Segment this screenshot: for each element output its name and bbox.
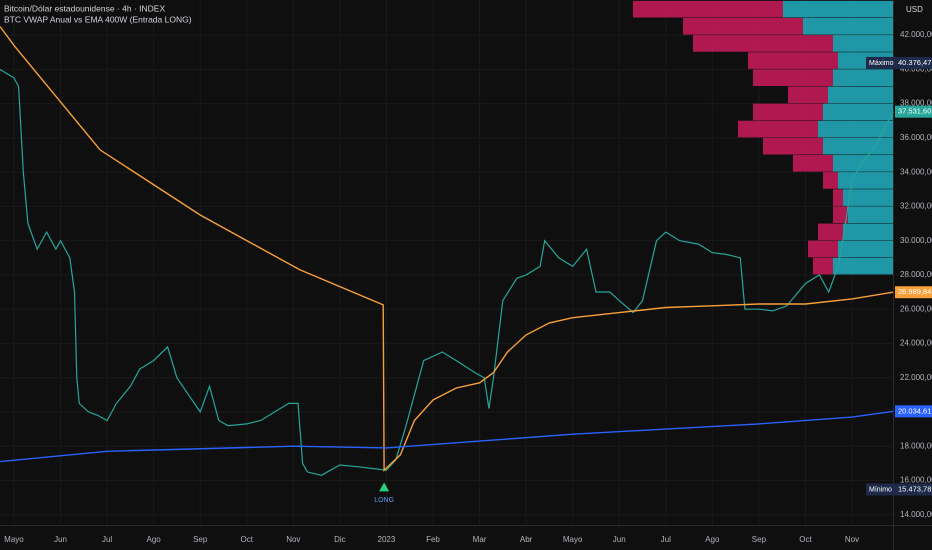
- profile-buy: [838, 240, 893, 258]
- x-tick-label: Feb: [426, 535, 440, 544]
- x-tick-label: Sep: [752, 535, 767, 544]
- profile-buy: [843, 223, 893, 241]
- profile-buy: [833, 257, 893, 275]
- profile-buy: [828, 86, 893, 104]
- x-tick-label: 2023: [378, 535, 396, 544]
- y-tick-label: 24.000,00: [900, 339, 932, 348]
- x-tick-label: Dic: [334, 535, 346, 544]
- currency: USD: [906, 5, 923, 14]
- profile-buy: [833, 155, 893, 172]
- y-tick-label: 34.000,00: [900, 167, 932, 176]
- price-label-box: [895, 105, 932, 118]
- profile-buy: [843, 189, 893, 206]
- profile-buy: [818, 120, 893, 138]
- x-tick-label: Mayo: [563, 535, 583, 544]
- profile-buy: [803, 17, 893, 35]
- profile-sell: [818, 223, 843, 241]
- profile-sell: [633, 0, 783, 18]
- y-tick-label: 22.000,00: [900, 373, 932, 382]
- price-label-box: [895, 483, 932, 496]
- grid: [0, 0, 893, 525]
- profile-sell: [753, 103, 823, 121]
- price-label: 26.989,84: [898, 287, 931, 296]
- profile-buy: [783, 0, 893, 18]
- signal-label: LONG: [374, 497, 394, 504]
- price-label-box: [895, 56, 932, 69]
- lines: LONG: [0, 26, 894, 504]
- x-tick-label: Abr: [520, 535, 533, 544]
- series-line: [0, 68, 894, 476]
- profile-buy: [823, 103, 893, 121]
- profile-buy: [833, 35, 893, 52]
- y-tick-label: 40.000,00: [900, 64, 932, 73]
- chart-subtitle: BTC VWAP Anual vs EMA 400W (Entrada LONG…: [4, 14, 192, 24]
- price-label-name-box: [866, 56, 895, 69]
- volume-profile: [633, 0, 893, 275]
- price-label-name-box: [866, 483, 895, 496]
- series-line: [0, 26, 894, 472]
- x-tick-label: Ago: [705, 535, 720, 544]
- x-tick-label: Oct: [241, 535, 254, 544]
- x-tick-label: Jul: [102, 535, 112, 544]
- x-tick-label: Nov: [286, 535, 300, 544]
- x-tick-label: Ago: [147, 535, 162, 544]
- profile-sell: [748, 52, 838, 69]
- x-tick-label: Mar: [473, 535, 487, 544]
- price-label: 37.531,60: [898, 107, 931, 116]
- y-tick-label: 36.000,00: [900, 133, 932, 142]
- price-label-box: [895, 405, 932, 418]
- price-label-box: [895, 286, 932, 299]
- x-tick-label: Mayo: [4, 535, 24, 544]
- price-label-name: Máximo: [869, 60, 894, 67]
- y-tick-label: 16.000,00: [900, 476, 932, 485]
- x-tick-label: Oct: [799, 535, 812, 544]
- profile-buy: [833, 69, 893, 87]
- y-tick-label: 18.000,00: [900, 441, 932, 450]
- x-tick-label: Jun: [54, 535, 67, 544]
- profile-sell: [833, 206, 848, 224]
- profile-sell: [693, 35, 833, 52]
- chart-title: Bitcoin/Dólar estadounidense · 4h · INDE…: [4, 3, 165, 13]
- x-tick-label: Nov: [845, 535, 859, 544]
- price-label: 40.376,47: [898, 58, 931, 67]
- profile-sell: [823, 172, 838, 189]
- y-tick-label: 30.000,00: [900, 236, 932, 245]
- profile-buy: [848, 206, 893, 224]
- x-tick-label: Jul: [661, 535, 671, 544]
- x-tick-label: Sep: [193, 535, 208, 544]
- profile-sell: [753, 69, 833, 87]
- y-tick-label: 14.000,00: [900, 510, 932, 519]
- profile-sell: [793, 155, 833, 172]
- price-label-name: Mínimo: [869, 486, 892, 493]
- price-label: 15.473,78: [898, 484, 931, 493]
- profile-sell: [683, 17, 803, 35]
- y-tick-label: 42.000,00: [900, 30, 932, 39]
- axes: 14.000,0016.000,0018.000,0020.000,0022.0…: [4, 30, 932, 544]
- profile-sell: [788, 86, 828, 104]
- profile-sell: [808, 240, 838, 258]
- profile-buy: [823, 137, 893, 155]
- profile-sell: [833, 189, 843, 206]
- y-tick-label: 38.000,00: [900, 99, 932, 108]
- x-tick-label: Jun: [613, 535, 626, 544]
- y-tick-label: 26.000,00: [900, 304, 932, 313]
- y-tick-label: 32.000,00: [900, 202, 932, 211]
- profile-buy: [838, 172, 893, 189]
- signal-marker: [379, 482, 390, 492]
- y-tick-label: 28.000,00: [900, 270, 932, 279]
- profile-sell: [813, 257, 833, 275]
- price-label: 20.034,61: [898, 406, 931, 415]
- profile-sell: [738, 120, 818, 138]
- series-line: [0, 410, 894, 463]
- profile-sell: [763, 137, 823, 155]
